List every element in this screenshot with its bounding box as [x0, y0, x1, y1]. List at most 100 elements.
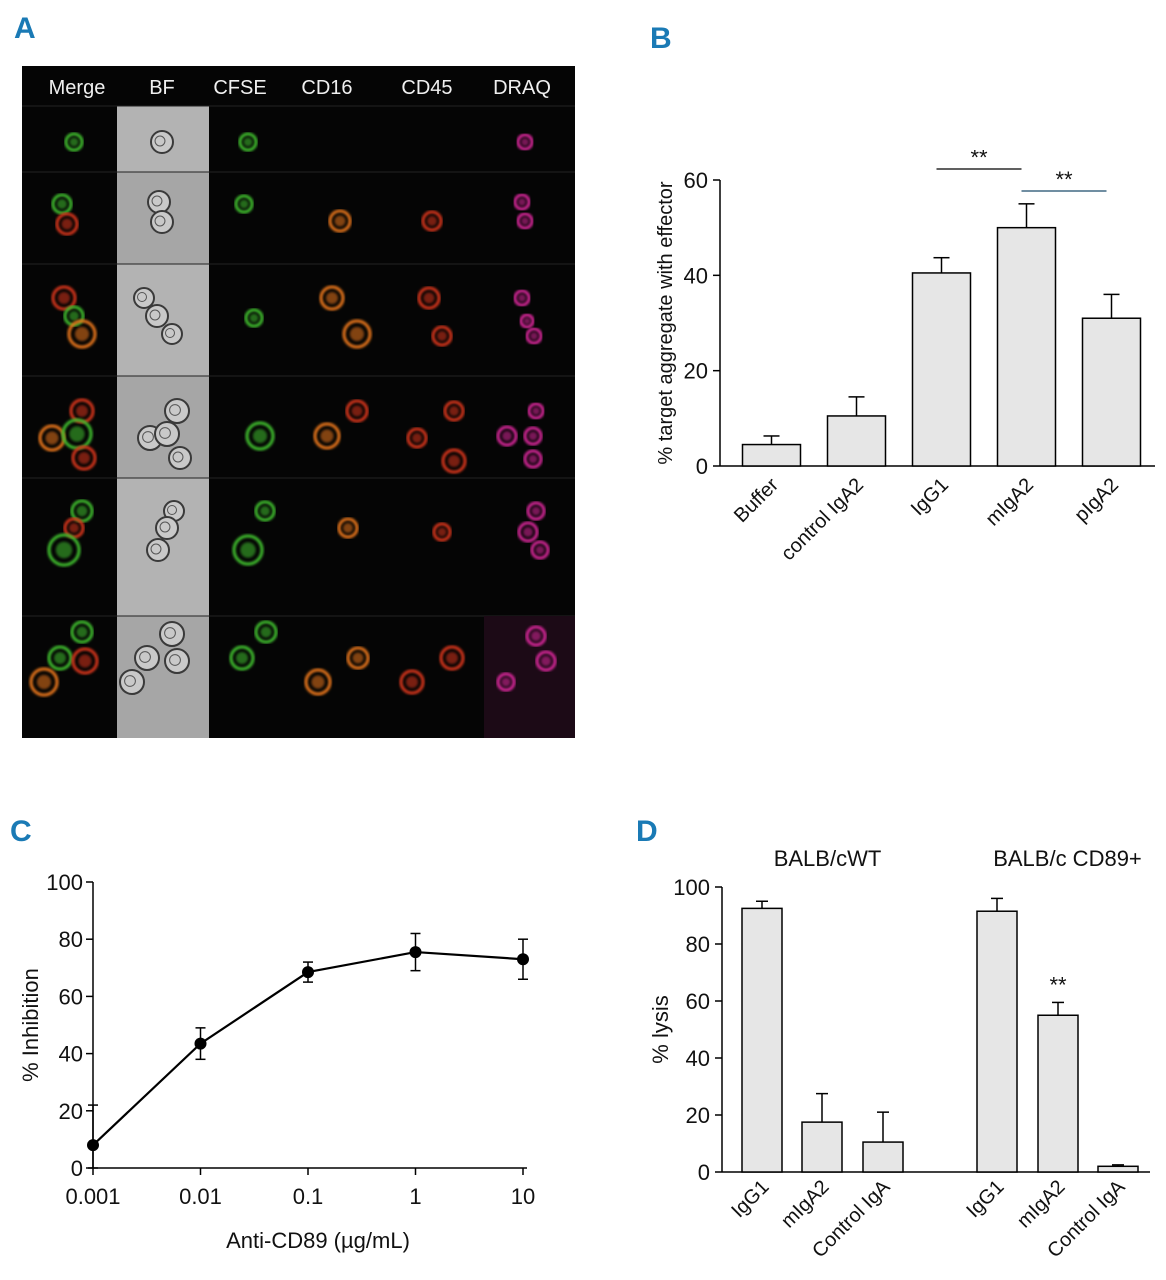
fluorescent-core-cd45: [78, 654, 92, 668]
brightfield-nucleus: [159, 427, 171, 439]
fluorescent-cell-cd45: [439, 645, 465, 671]
fluorescent-core-cd16: [320, 429, 334, 443]
x-tick-label: mIgA2: [982, 474, 1038, 530]
micrograph-column-header: DRAQ: [493, 77, 551, 99]
fluorescent-core-cd45: [449, 406, 459, 416]
fluorescent-cell-cfse: [234, 194, 254, 214]
micrograph-column-header: CD16: [301, 77, 352, 99]
fluorescent-core-cd45: [405, 675, 419, 689]
x-axis-label: Anti-CD89 (µg/mL): [226, 1228, 410, 1253]
fluorescent-cell-draq: [527, 402, 545, 420]
bar: [976, 910, 1018, 1173]
fluorescent-core-cd45: [427, 216, 437, 226]
y-axis-label: % Inhibition: [18, 968, 43, 1082]
fluorescent-core-cd45: [437, 331, 447, 341]
brightfield-cell: [164, 398, 190, 424]
fluorescent-core-cfse: [240, 542, 256, 558]
y-tick-label: 20: [684, 359, 708, 384]
brightfield-cell: [150, 130, 174, 154]
x-tick-label: control IgA2: [777, 474, 868, 565]
fluorescent-cell-cd45: [432, 522, 452, 542]
brightfield-cell: [150, 210, 174, 234]
y-tick-label: 40: [684, 263, 708, 288]
fluorescent-core-cd16: [349, 326, 365, 342]
fluorescent-cell-cfse: [238, 132, 258, 152]
bar: [741, 907, 783, 1173]
draq-tile: [484, 616, 575, 738]
x-tick-label: 1: [409, 1184, 421, 1209]
fluorescent-core-draq: [531, 506, 541, 516]
fluorescent-core-cd16: [325, 291, 339, 305]
fluorescent-cell-cfse: [229, 645, 255, 671]
fluorescent-cell-draq: [513, 289, 531, 307]
fluorescent-cell-cd45: [417, 286, 441, 310]
fluorescent-core-cd16: [36, 674, 52, 690]
fluorescent-core-draq: [531, 631, 541, 641]
fluorescent-core-cd45: [412, 433, 422, 443]
fluorescent-core-draq: [521, 217, 529, 225]
fluorescent-core-cfse: [69, 311, 79, 321]
fluorescent-core-cd16: [343, 523, 353, 533]
fluorescent-cell-cd45: [406, 427, 428, 449]
x-tick-label: pIgA2: [1071, 474, 1124, 527]
fluorescent-cell-cd16: [29, 667, 59, 697]
fluorescent-cell-cd16: [304, 668, 332, 696]
fluorescent-cell-cd45: [443, 400, 465, 422]
brightfield-cell: [161, 323, 183, 345]
fluorescent-core-draq: [523, 317, 531, 325]
fluorescent-cell-cfse: [70, 620, 94, 644]
brightfield-nucleus: [150, 543, 162, 555]
fluorescent-cell-cd45: [399, 669, 425, 695]
fluorescent-cell-cd45: [431, 325, 453, 347]
data-point: [517, 953, 529, 966]
y-tick-label: 100: [46, 870, 83, 895]
fluorescent-cell-cd45: [71, 445, 97, 471]
bar: [1081, 317, 1142, 467]
significance-label: **: [970, 150, 988, 170]
fluorescent-cell-cfse: [64, 132, 84, 152]
fluorescent-cell-cd45: [345, 399, 369, 423]
bar: [741, 443, 802, 467]
brightfield-cell: [168, 446, 192, 470]
fluorescent-cell-cfse: [70, 499, 94, 523]
fluorescent-cell-draq: [525, 327, 543, 345]
fluorescent-cell-draq: [513, 193, 531, 211]
fluorescent-core-draq: [532, 407, 540, 415]
fluorescent-core-cd16: [311, 675, 325, 689]
fluorescent-cell-cfse: [254, 620, 278, 644]
data-point: [194, 1037, 207, 1050]
y-tick-label: 60: [684, 168, 708, 193]
fluorescent-core-cd45: [423, 292, 435, 304]
fluorescent-core-cd45: [69, 523, 79, 533]
fluorescent-cell-draq: [519, 313, 535, 329]
fluorescent-core-cfse: [53, 651, 67, 665]
fluorescent-cell-draq: [523, 426, 543, 446]
fluorescent-core-cfse: [252, 428, 268, 444]
chart-d: 0 20 40 60 80 100 % lysis BALB/cWT BALB/c CD89+ I…: [648, 846, 1150, 1262]
fluorescent-core-cd45: [77, 451, 91, 465]
fluorescent-core-draq: [502, 431, 512, 441]
fluorescent-core-cd16: [352, 652, 364, 664]
brightfield-nucleus: [137, 292, 147, 302]
fluorescent-cell-draq: [530, 540, 550, 560]
fluorescent-cell-cfse: [47, 533, 81, 567]
fluorescent-core-cd16: [74, 326, 90, 342]
fluorescent-core-draq: [501, 677, 511, 687]
fluorescent-core-draq: [530, 332, 538, 340]
fluorescent-core-cfse: [69, 426, 85, 442]
brightfield-nucleus: [149, 309, 161, 321]
fluorescent-core-cd45: [351, 405, 363, 417]
bar: [911, 272, 972, 467]
fluorescent-cell-draq: [516, 133, 534, 151]
fluorescent-cell-cfse: [245, 421, 275, 451]
brightfield-cell: [159, 621, 185, 647]
fluorescent-cell-cfse: [254, 500, 276, 522]
fluorescent-core-draq: [541, 656, 551, 666]
panel-letter-b: B: [650, 22, 672, 55]
chart-c: 0 20 40 60 80 100 0.001 0.01 0.1 1 10 Anti-CD89 (µg…: [18, 870, 535, 1253]
fluorescent-core-cfse: [76, 626, 88, 638]
brightfield-cell: [147, 190, 171, 214]
chart-b: 0 20 40 60 % target aggregate with effector B…: [655, 150, 1155, 565]
fluorescent-core-cd45: [447, 454, 461, 468]
fluorescent-core-draq: [528, 431, 538, 441]
